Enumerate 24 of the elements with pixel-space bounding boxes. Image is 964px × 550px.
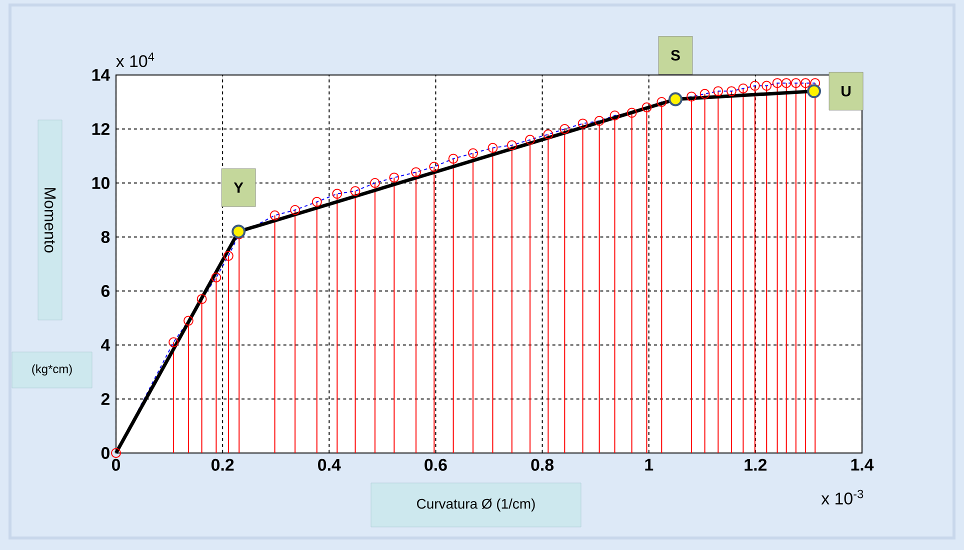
x-tick-label: 0: [112, 458, 120, 471]
text: x 10$^{-3}$: [821, 490, 864, 505]
x-tick-label: 0.2: [211, 458, 234, 471]
y-tick-label: 12: [92, 123, 110, 135]
text: (kg*cm): [32, 364, 72, 376]
y-tick-label: 8: [101, 230, 110, 243]
y-tick-label: 4: [100, 339, 110, 351]
text: x 10$^{4}$: [116, 52, 154, 68]
x-tick-label: 0.8: [531, 458, 554, 471]
x-tick-label: 0.6: [424, 458, 447, 471]
x-tick-label: 1.2: [744, 458, 767, 471]
y-tick-label: 10: [92, 176, 110, 189]
x-tick-label: 1.4: [851, 458, 874, 470]
y-tick-label: 0: [101, 446, 110, 459]
x-axis-title: Curvatura Ø (1/cm): [417, 498, 535, 512]
x-tick-label: 1: [645, 458, 654, 470]
y-axis-title: Momento: [44, 188, 56, 253]
x-tick-label: 0.4: [318, 458, 341, 471]
y-tick-label: 14: [92, 69, 110, 81]
annotation: U: [842, 86, 851, 96]
annotation: Y: [234, 182, 244, 193]
y-tick-label: 6: [101, 284, 110, 297]
y-tick-label: 2: [101, 393, 110, 405]
annotation: S: [670, 50, 680, 61]
